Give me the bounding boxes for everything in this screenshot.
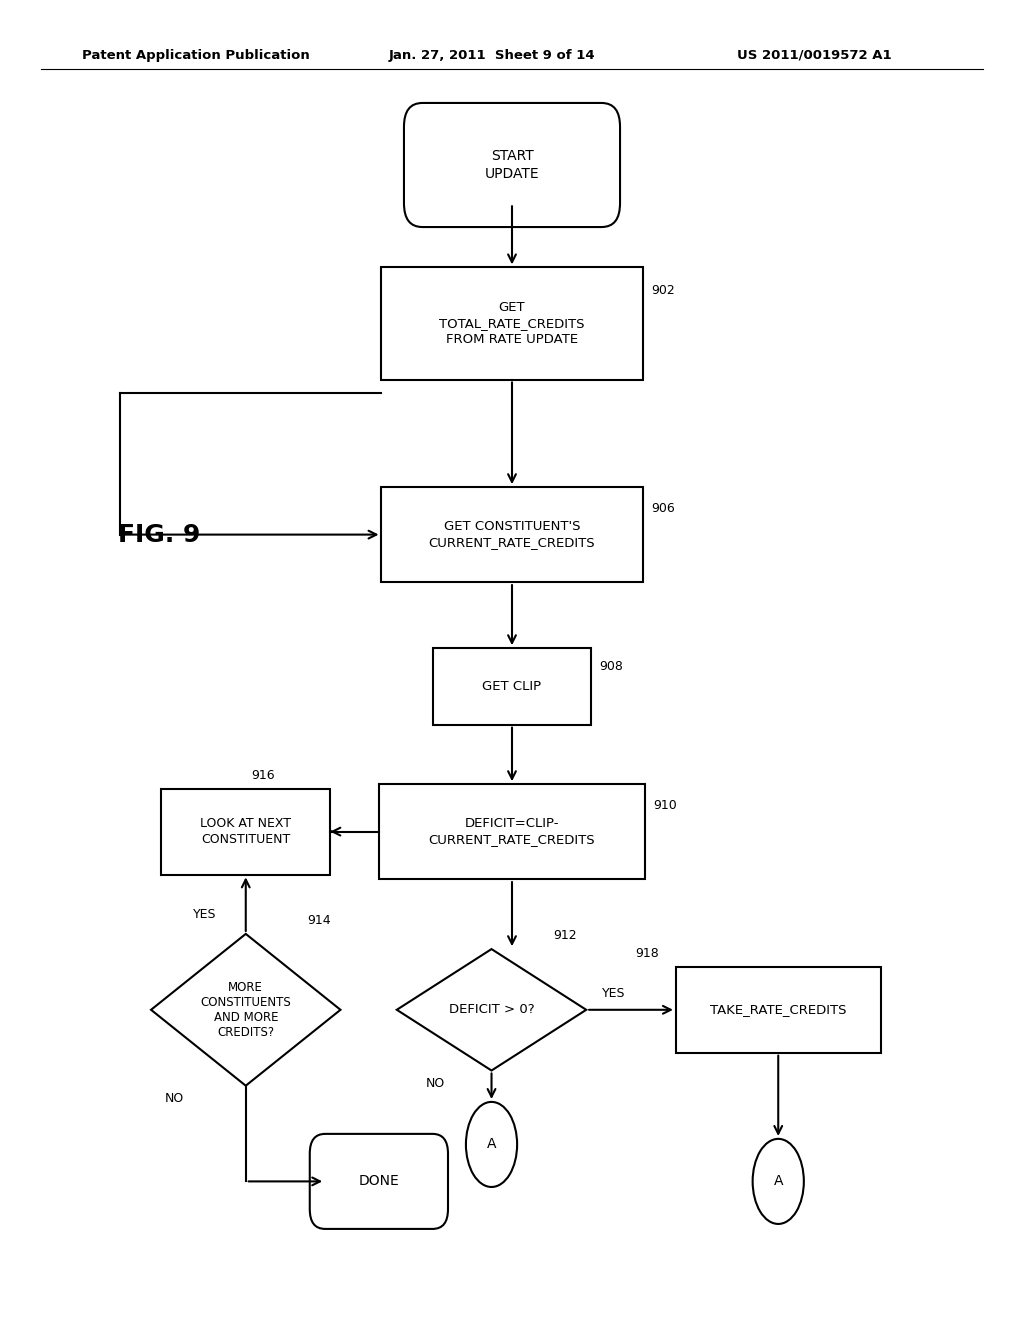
Text: Jan. 27, 2011  Sheet 9 of 14: Jan. 27, 2011 Sheet 9 of 14 xyxy=(389,49,596,62)
Text: NO: NO xyxy=(426,1077,444,1090)
Text: 908: 908 xyxy=(600,660,624,673)
Polygon shape xyxy=(152,935,340,1085)
Text: 918: 918 xyxy=(635,948,658,961)
Text: NO: NO xyxy=(165,1093,183,1105)
Text: A: A xyxy=(773,1175,783,1188)
Text: US 2011/0019572 A1: US 2011/0019572 A1 xyxy=(737,49,892,62)
Text: Patent Application Publication: Patent Application Publication xyxy=(82,49,309,62)
Text: 916: 916 xyxy=(251,770,274,781)
Text: A: A xyxy=(486,1138,497,1151)
Text: DONE: DONE xyxy=(358,1175,399,1188)
Text: START
UPDATE: START UPDATE xyxy=(484,149,540,181)
Text: LOOK AT NEXT
CONSTITUENT: LOOK AT NEXT CONSTITUENT xyxy=(201,817,291,846)
Text: FIG. 9: FIG. 9 xyxy=(118,523,200,546)
FancyBboxPatch shape xyxy=(309,1134,449,1229)
Text: GET CONSTITUENT'S
CURRENT_RATE_CREDITS: GET CONSTITUENT'S CURRENT_RATE_CREDITS xyxy=(429,520,595,549)
Text: GET CLIP: GET CLIP xyxy=(482,680,542,693)
Polygon shape xyxy=(396,949,586,1071)
Bar xyxy=(161,788,330,874)
Bar xyxy=(676,968,881,1053)
Text: DEFICIT=CLIP-
CURRENT_RATE_CREDITS: DEFICIT=CLIP- CURRENT_RATE_CREDITS xyxy=(429,817,595,846)
Ellipse shape xyxy=(753,1139,804,1224)
Text: DEFICIT > 0?: DEFICIT > 0? xyxy=(449,1003,535,1016)
Text: GET
TOTAL_RATE_CREDITS
FROM RATE UPDATE: GET TOTAL_RATE_CREDITS FROM RATE UPDATE xyxy=(439,301,585,346)
Text: MORE
CONSTITUENTS
AND MORE
CREDITS?: MORE CONSTITUENTS AND MORE CREDITS? xyxy=(201,981,291,1039)
FancyBboxPatch shape xyxy=(403,103,620,227)
Text: 912: 912 xyxy=(553,929,577,942)
Ellipse shape xyxy=(466,1102,517,1187)
Text: YES: YES xyxy=(602,987,625,1001)
Text: TAKE_RATE_CREDITS: TAKE_RATE_CREDITS xyxy=(710,1003,847,1016)
Bar xyxy=(432,648,592,725)
Bar xyxy=(381,267,643,380)
Text: YES: YES xyxy=(194,908,216,920)
Bar xyxy=(381,487,643,582)
Bar xyxy=(379,784,645,879)
Text: 902: 902 xyxy=(651,284,675,297)
Text: 906: 906 xyxy=(651,502,675,515)
Text: 910: 910 xyxy=(653,799,677,812)
Text: 914: 914 xyxy=(307,915,331,927)
